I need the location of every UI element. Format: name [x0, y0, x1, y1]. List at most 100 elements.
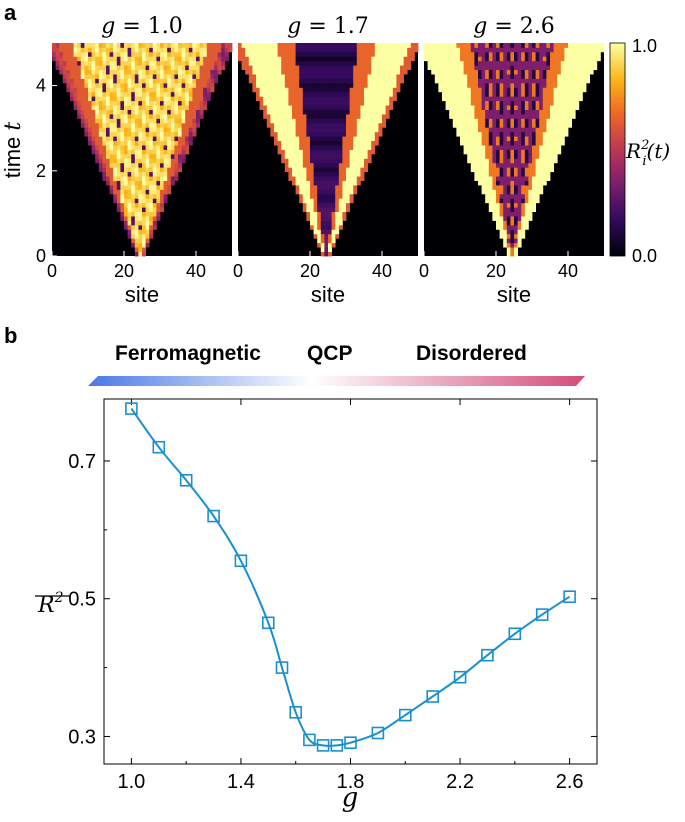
heatmap-cell: [313, 180, 318, 186]
heatmap-cell: [95, 122, 100, 128]
heatmap-cell: [152, 105, 157, 110]
heatmap-cell: [120, 43, 125, 48]
heatmap-cell: [185, 114, 190, 119]
heatmap-cell: [156, 207, 161, 213]
heatmap-cell: [342, 180, 347, 186]
heatmap-cell: [131, 114, 136, 119]
heatmap-cell: [514, 127, 518, 133]
heatmap-cell: [203, 47, 208, 53]
heatmap-cell: [492, 211, 497, 217]
heatmap-cell: [542, 131, 547, 137]
heatmap-cell: [438, 78, 443, 84]
heatmap-cell: [134, 167, 139, 173]
heatmap-cell: [463, 105, 468, 110]
heatmap-cell: [109, 96, 114, 102]
heatmap-cell: [532, 82, 536, 88]
heatmap-cell: [109, 140, 114, 146]
heatmap-cell: [488, 87, 493, 93]
heatmap-cell: [356, 118, 361, 124]
heatmap-cell: [188, 74, 193, 79]
heatmap-cell: [438, 43, 443, 48]
heatmap-cell: [134, 202, 139, 208]
heatmap-cell: [160, 131, 164, 137]
heatmap-cell: [342, 105, 347, 110]
heatmap-cell: [514, 238, 518, 244]
heatmap-cell: [109, 158, 114, 164]
heatmap-cell: [349, 131, 354, 137]
heatmap-cell: [52, 51, 56, 57]
heatmap-cell: [499, 233, 504, 239]
heatmap-cell: [550, 118, 554, 124]
heatmap-cell: [178, 43, 182, 48]
heatmap-cell: [152, 109, 157, 115]
heatmap-cell: [131, 91, 136, 97]
heatmap-cell: [371, 136, 376, 142]
heatmap-cell: [310, 131, 314, 137]
heatmap-cell: [456, 47, 461, 53]
heatmap-cell: [445, 43, 450, 48]
heatmap-cell: [539, 51, 544, 57]
heatmap-cell: [503, 127, 508, 133]
heatmap-cell: [353, 162, 358, 168]
heatmap-cell: [342, 60, 347, 66]
heatmap-cell: [116, 69, 121, 75]
heatmap-cell: [106, 122, 110, 128]
heatmap-cell: [364, 69, 368, 75]
heatmap-cell: [142, 171, 146, 177]
heatmap-cell: [98, 74, 103, 79]
heatmap-cell: [499, 69, 504, 75]
heatmap-cell: [539, 105, 544, 110]
heatmap-cell: [306, 105, 311, 110]
heatmap-cell: [174, 158, 179, 164]
heatmap-cell: [517, 185, 522, 190]
heatmap-cell: [367, 69, 372, 75]
heatmap-cell: [131, 224, 136, 230]
heatmap-cell: [382, 69, 386, 75]
heatmap-cell: [248, 60, 253, 66]
heatmap-cell: [460, 136, 464, 142]
heatmap-cell: [364, 127, 368, 133]
heatmap-cell: [174, 109, 179, 115]
heatmap-cell: [488, 193, 493, 199]
heatmap-cell: [102, 114, 107, 119]
heatmap-cell: [274, 87, 278, 93]
heatmap-cell: [221, 60, 226, 66]
heatmap-cell: [178, 118, 182, 124]
heatmap-cell: [364, 114, 368, 119]
heatmap-cell: [582, 65, 587, 71]
heatmap-cell: [506, 153, 511, 159]
heatmap-cell: [571, 114, 576, 119]
heatmap-cell: [546, 69, 551, 75]
heatmap-cell: [248, 51, 253, 57]
heatmap-cell: [192, 87, 197, 93]
heatmap-cell: [163, 78, 168, 84]
heatmap-cell: [360, 176, 365, 181]
heatmap-cell: [474, 43, 479, 48]
heatmap-cell: [170, 78, 175, 84]
heatmap-cell: [521, 100, 526, 106]
heatmap-cell: [478, 131, 482, 137]
heatmap-cell: [88, 78, 92, 84]
heatmap-cell: [113, 60, 118, 66]
heatmap-cell: [84, 51, 89, 57]
heatmap-cell: [174, 153, 179, 159]
heatmap-cell: [389, 69, 394, 75]
heatmap-cell: [360, 105, 365, 110]
heatmap-cell: [73, 43, 78, 48]
heatmap-cell: [546, 122, 551, 128]
heatmap-cell: [517, 145, 522, 150]
heatmap-cell: [163, 69, 168, 75]
heatmap-cell: [134, 176, 139, 181]
heatmap-cell: [539, 167, 544, 173]
heatmap-cell: [288, 43, 293, 48]
heatmap-cell: [371, 74, 376, 79]
heatmap-cell: [488, 127, 493, 133]
heatmap-cell: [145, 74, 150, 79]
heatmap-cell: [306, 51, 311, 57]
heatmap-cell: [374, 100, 379, 106]
heatmap-cell: [374, 122, 379, 128]
heatmap-cell: [470, 118, 475, 124]
heatmap-cell: [102, 91, 107, 97]
heatmap-cell: [542, 78, 547, 84]
heatmap-cell: [427, 43, 432, 48]
